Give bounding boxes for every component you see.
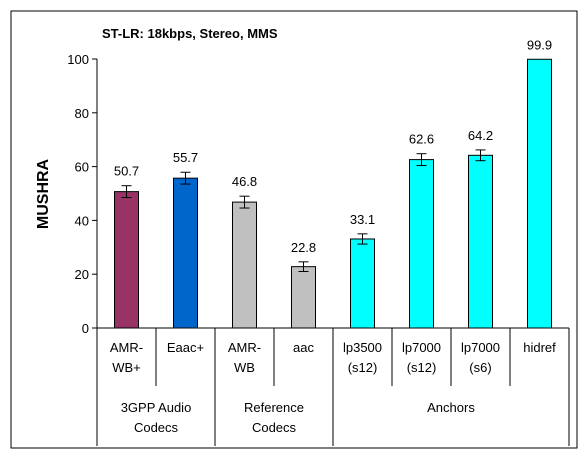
- bars: 50.7 55.7 46.8 22.8 33.1 62.6 64.2 99.9: [114, 37, 552, 329]
- x-tick-label-line: WB+: [112, 360, 141, 375]
- x-tick-label-line: aac: [293, 340, 314, 355]
- group-label: 3GPP Audio Codecs: [121, 400, 192, 435]
- bar: [468, 154, 493, 329]
- y-tick-label: 40: [75, 213, 89, 228]
- x-tick-label-line: AMR-: [228, 340, 261, 355]
- data-label: 64.2: [468, 128, 493, 143]
- y-tick-label: 100: [67, 52, 89, 67]
- group-label-line: Anchors: [427, 400, 475, 415]
- group-label-line: 3GPP Audio: [121, 400, 192, 415]
- y-tick-label: 20: [75, 267, 89, 282]
- x-tick-label: AMR- WB: [228, 340, 261, 375]
- bar: [409, 159, 434, 329]
- bar: [173, 177, 198, 329]
- group-label-line: Reference: [244, 400, 304, 415]
- data-label: 62.6: [409, 132, 434, 147]
- x-tick-label-line: lp7000: [402, 340, 441, 355]
- data-label: 33.1: [350, 212, 375, 227]
- x-tick-label-line: Eaac+: [167, 340, 204, 355]
- x-tick-label: lp3500 (s12): [343, 340, 382, 375]
- x-tick-label-line: WB: [234, 360, 255, 375]
- x-axis: AMR- WB+ Eaac+ AMR- WB aac lp3500 (s12) lp7000 (s…: [96, 327, 570, 446]
- y-axis-label: MUSHRA: [35, 158, 52, 229]
- y-ticks: 0 20 40 60 80 100: [67, 52, 97, 336]
- data-label: 46.8: [232, 174, 257, 189]
- x-tick-label-line: (s12): [407, 360, 437, 375]
- group-label-line: Codecs: [252, 420, 297, 435]
- y-tick-label: 80: [75, 106, 89, 121]
- group-label-line: Codecs: [134, 420, 179, 435]
- x-tick-label: lp7000 (s6): [461, 340, 500, 375]
- x-tick-label: Eaac+: [167, 340, 204, 355]
- x-tick-label: AMR- WB+: [110, 340, 143, 375]
- data-label: 55.7: [173, 150, 198, 165]
- bar: [114, 191, 139, 329]
- y-tick-label: 60: [75, 160, 89, 175]
- data-label: 99.9: [527, 37, 552, 52]
- bar: [291, 266, 316, 329]
- x-tick-label: aac: [293, 340, 314, 355]
- x-tick-label-line: AMR-: [110, 340, 143, 355]
- y-tick-label: 0: [82, 321, 89, 336]
- group-label: Anchors: [427, 400, 475, 415]
- data-label: 50.7: [114, 164, 139, 179]
- bar: [350, 238, 375, 329]
- x-tick-label-line: lp3500: [343, 340, 382, 355]
- group-label: Reference Codecs: [244, 400, 304, 435]
- x-tick-label: lp7000 (s12): [402, 340, 441, 375]
- x-tick-label-line: hidref: [523, 340, 556, 355]
- x-tick-label-line: lp7000: [461, 340, 500, 355]
- data-label: 22.8: [291, 240, 316, 255]
- chart-title: ST-LR: 18kbps, Stereo, MMS: [102, 26, 278, 41]
- x-tick-label-line: (s12): [348, 360, 378, 375]
- x-tick-label: hidref: [523, 340, 556, 355]
- bar: [527, 58, 552, 329]
- bar: [232, 201, 257, 329]
- x-tick-label-line: (s6): [469, 360, 491, 375]
